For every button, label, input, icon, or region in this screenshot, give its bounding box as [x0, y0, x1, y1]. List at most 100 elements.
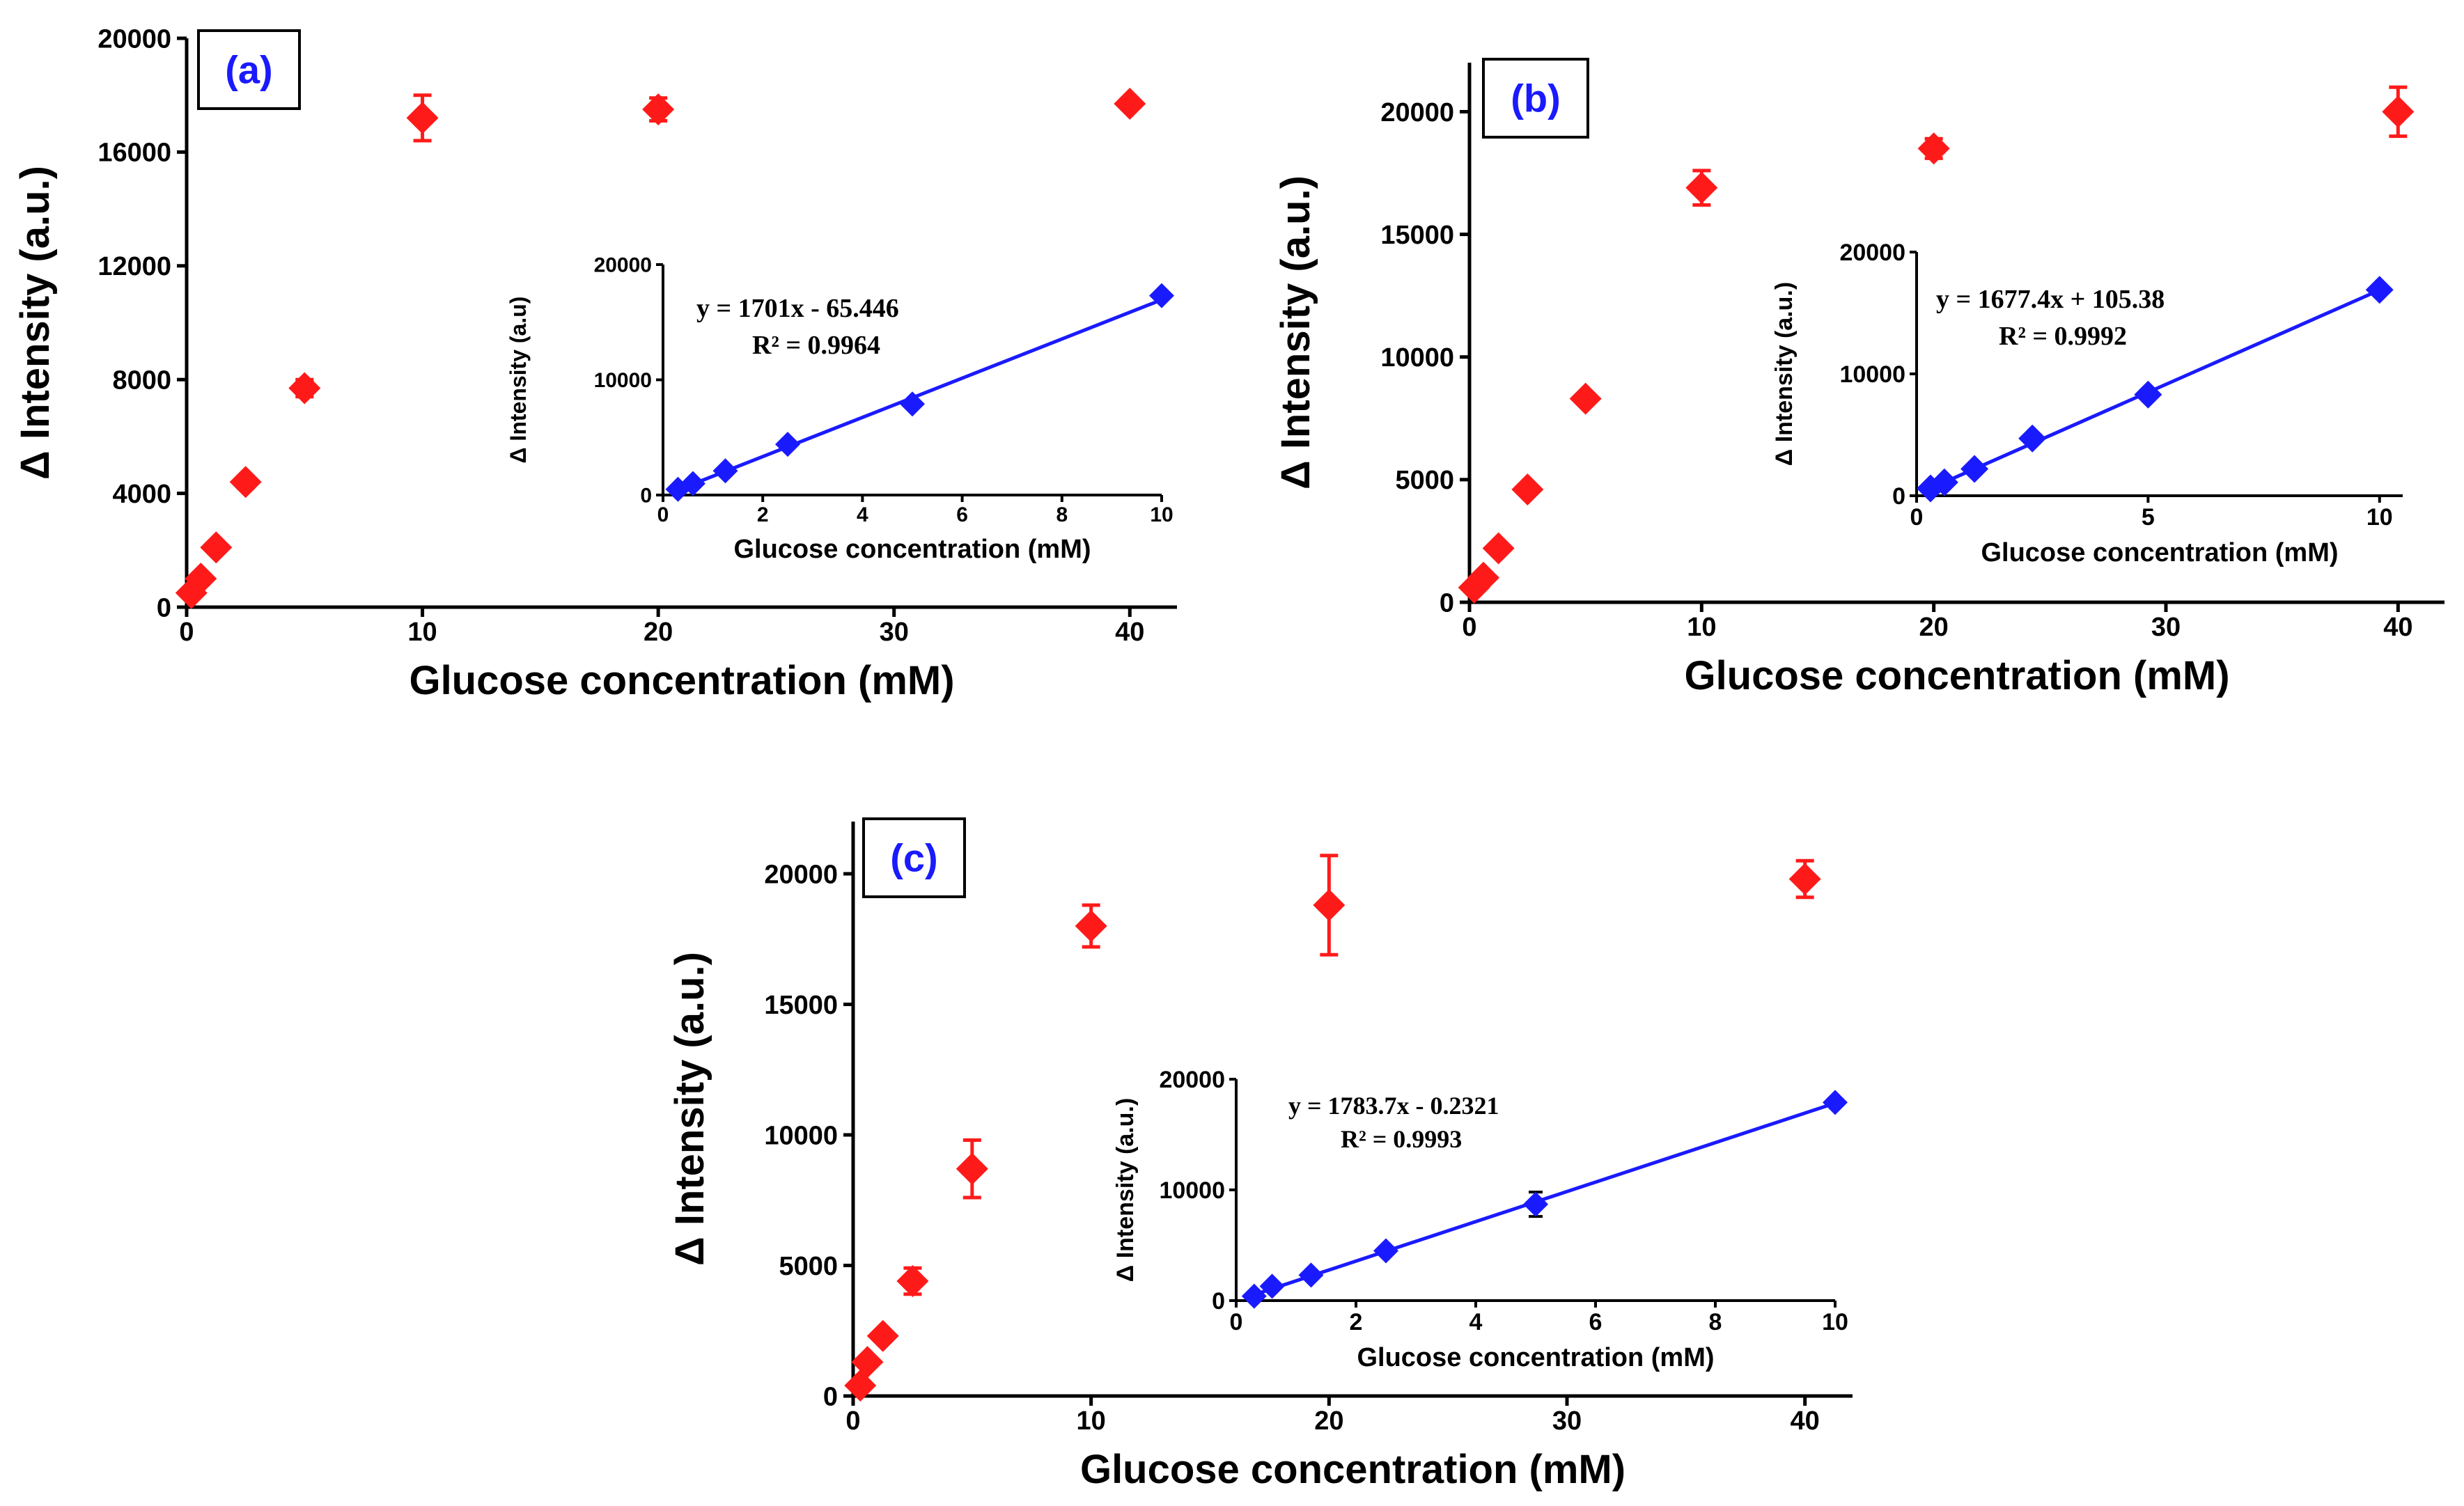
panel-a-x-tick-label: 20 — [644, 618, 673, 647]
panel-c-data-point — [1075, 910, 1107, 942]
panel-c-inset-y-tick-label: 20000 — [1159, 1067, 1225, 1093]
panel-a-x-tick-label: 40 — [1115, 618, 1144, 647]
panel-b-inset-x-tick-label: 0 — [1910, 504, 1924, 531]
panel-a-label: (a) — [225, 48, 272, 92]
panel-a-data-point — [185, 563, 217, 595]
panel-c-x-tick-label: 10 — [1077, 1406, 1106, 1436]
panel-c: 0 10 20 30 40 0 5000 10000 15000 20000 Glucose con… — [667, 817, 1853, 1492]
panel-b-x-tick-label: 10 — [1687, 613, 1716, 642]
panel-c-inset-fit-line — [1254, 1101, 1836, 1296]
panel-a-inset-data-point — [680, 471, 705, 496]
panel-c-inset-data-point — [1259, 1273, 1285, 1299]
panel-b-y-tick-label: 5000 — [1395, 466, 1454, 495]
panel-c-inset-y-tick-label: 10000 — [1159, 1177, 1225, 1204]
panel-a-inset-y-tick-label: 10000 — [594, 369, 652, 392]
panel-a-inset-data-point — [900, 391, 925, 417]
panel-a-inset-fit-line — [677, 298, 1162, 492]
panel-b-inset-r2: R² = 0.9992 — [1999, 322, 2127, 351]
panel-c-y-tick-label: 15000 — [764, 991, 838, 1020]
panel-b-y-tick-label: 20000 — [1380, 98, 1454, 127]
panel-b-inset-data-point — [1930, 468, 1958, 496]
panel-b-data-point — [1917, 132, 1950, 165]
panel-a-inset-x-tick-label: 0 — [657, 503, 669, 526]
panel-a-data-point — [406, 102, 439, 134]
panel-c-inset-x-tick-label: 6 — [1589, 1309, 1603, 1335]
panel-a-data-point — [288, 372, 321, 405]
panel-a-inset-x-tick-label: 4 — [857, 503, 868, 526]
panel-b-data-point — [1685, 171, 1718, 204]
panel-a-y-tick-label: 4000 — [112, 480, 171, 509]
panel-a-y-tick-label: 0 — [157, 593, 171, 622]
panel-a: 0 10 20 30 40040008000120001600020000Glucose… — [13, 24, 1177, 703]
panel-c-x-tick-label: 40 — [1791, 1406, 1820, 1436]
panel-c-x-label: Glucose concentration (mM) — [1080, 1447, 1625, 1492]
panel-c-data-point — [866, 1319, 899, 1352]
panel-c-label-box — [862, 817, 966, 898]
panel-a-x-tick-label: 30 — [880, 618, 909, 647]
panel-c-data-point — [896, 1265, 929, 1297]
panel-c-y-tick-label: 20000 — [764, 860, 838, 889]
panel-c-inset-equation: y = 1783.7x - 0.2321 — [1288, 1092, 1499, 1120]
panel-b-inset-y-label: Δ Intensity (a.u.) — [1771, 282, 1798, 466]
panel-a-inset-y-label: Δ Intensity (a.u) — [506, 297, 531, 464]
panel-a-y-tick-label: 16000 — [98, 139, 171, 168]
panel-b-x-tick-label: 0 — [1462, 613, 1476, 642]
panel-c-inset-data-point — [1823, 1090, 1848, 1115]
panel-a-x-tick-label: 0 — [179, 618, 194, 647]
panel-b-y-label: Δ Intensity (a.u.) — [1273, 175, 1318, 489]
panel-c-label: (c) — [890, 836, 937, 880]
panel-a-y-tick-label: 12000 — [98, 252, 171, 281]
panel-a-inset-x-tick-label: 6 — [956, 503, 968, 526]
panel-c-y-tick-label: 0 — [823, 1382, 838, 1411]
panel-a-data-point — [229, 466, 262, 499]
panel-a-y-tick-label: 8000 — [112, 366, 171, 395]
panel-a-inset-data-point — [775, 432, 800, 457]
panel-b-data-point — [2382, 95, 2415, 128]
panel-b-inset-data-point — [2018, 424, 2047, 453]
panel-a-inset-data-point — [712, 458, 738, 484]
panel-b-inset-x-tick-label: 10 — [2366, 504, 2393, 531]
panel-b-inset-data-point — [2365, 276, 2394, 304]
panel-c-data-point — [1313, 889, 1346, 921]
panel-b-y-tick-label: 10000 — [1380, 343, 1454, 372]
panel-c-data-point — [956, 1152, 988, 1185]
panel-a-inset-y-tick-label: 0 — [640, 485, 652, 508]
panel-b-inset-y-tick-label: 20000 — [1839, 240, 1905, 266]
panel-c-y-tick-label: 5000 — [779, 1252, 838, 1281]
panel-a-inset-x-label: Glucose concentration (mM) — [733, 535, 1091, 564]
panel-c-inset-x-label: Glucose concentration (mM) — [1357, 1343, 1714, 1372]
panel-b-data-point — [1511, 473, 1544, 505]
panel-a-inset: 0 2 4 6 8 10 0 10000 20000 Glucose concentration … — [506, 254, 1174, 564]
panel-c-y-tick-label: 10000 — [764, 1121, 838, 1150]
panel-a-inset-r2: R² = 0.9964 — [752, 331, 880, 360]
panel-c-inset-r2: R² = 0.9993 — [1341, 1125, 1462, 1153]
panel-a-y-label: Δ Intensity (a.u.) — [13, 166, 58, 480]
panel-c-data-point — [851, 1346, 884, 1379]
panel-c-inset-data-point — [1298, 1262, 1324, 1288]
panel-b-inset-equation: y = 1677.4x + 105.38 — [1936, 285, 2165, 314]
panel-c-inset-data-point — [1523, 1191, 1548, 1217]
panel-a-inset-equation: y = 1701x - 65.446 — [696, 294, 899, 323]
panel-c-inset: 0 2 4 6 8 10 0 10000 20000 Glucose concentration … — [1112, 1067, 1848, 1372]
panel-a-inset-x-tick-label: 2 — [757, 503, 769, 526]
panel-c-inset-data-point — [1373, 1238, 1398, 1264]
panel-b-y-tick-label: 15000 — [1380, 221, 1454, 250]
panel-b-data-point — [1569, 382, 1602, 415]
panel-a-x-label: Glucose concentration (mM) — [409, 658, 954, 703]
panel-b-inset-data-point — [1960, 455, 1989, 483]
panel-b-label: (b) — [1511, 77, 1561, 120]
panel-b-inset: 0 5 10 0 10000 20000 Glucose concentration (mM… — [1771, 240, 2403, 567]
panel-b-inset-data-point — [2134, 380, 2162, 409]
panel-c-x-tick-label: 20 — [1314, 1406, 1343, 1436]
panel-b-inset-x-tick-label: 5 — [2142, 504, 2155, 531]
panel-a-inset-y-tick-label: 20000 — [594, 254, 652, 277]
panel-c-x-tick-label: 0 — [845, 1406, 860, 1436]
panel-c-inset-y-label: Δ Intensity (a.u.) — [1112, 1098, 1139, 1282]
panel-a-data-point — [1114, 87, 1146, 120]
panel-c-inset-x-tick-label: 10 — [1822, 1309, 1848, 1335]
panel-b: 0 10 20 30 40 0 5000 10000 15000 20000 Glucose con… — [1273, 58, 2444, 698]
panel-b-inset-y-tick-label: 0 — [1892, 483, 1905, 510]
panel-c-x-tick-label: 30 — [1552, 1406, 1582, 1436]
panel-b-label-box — [1482, 58, 1589, 139]
panel-b-x-label: Glucose concentration (mM) — [1684, 653, 2229, 698]
